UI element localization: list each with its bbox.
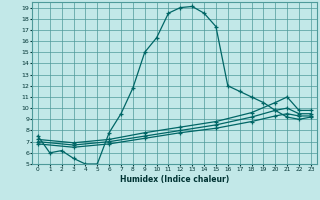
X-axis label: Humidex (Indice chaleur): Humidex (Indice chaleur)	[120, 175, 229, 184]
